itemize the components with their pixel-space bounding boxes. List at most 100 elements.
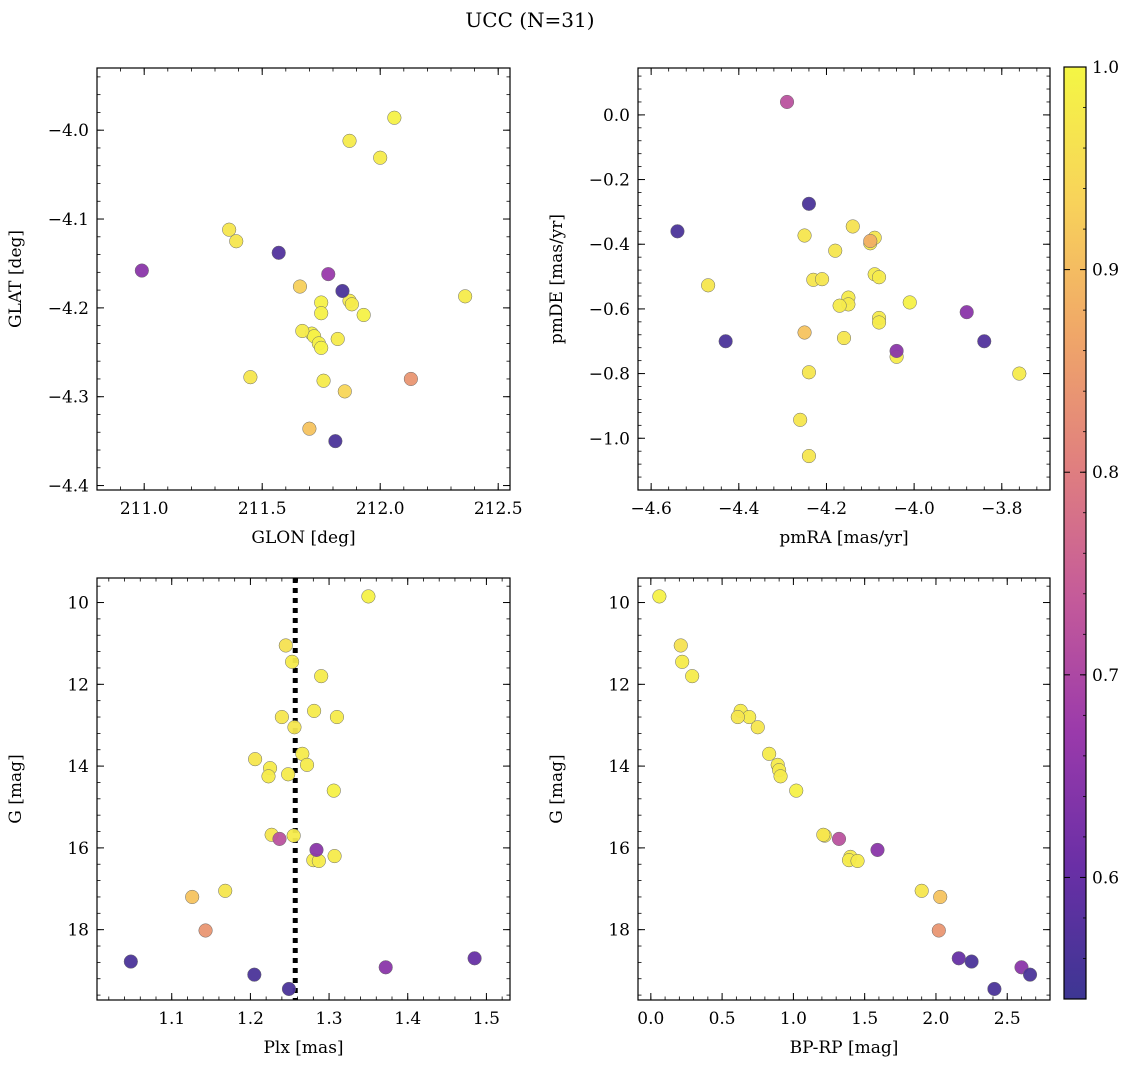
data-point	[832, 298, 847, 313]
colorbar-tick-label: 1.0	[1092, 58, 1119, 78]
data-point	[378, 960, 393, 975]
data-point	[816, 827, 831, 842]
data-point	[286, 828, 301, 843]
scatter-panel-3: 1.1 1.2 1.3 1.4 1.5 10 12 14 16 18 Plx [mas] G [mag…	[6, 577, 511, 1058]
colorbar-tick-label: 0.6	[1092, 868, 1119, 888]
data-point	[779, 94, 795, 110]
y-tick-label: −0.2	[589, 171, 630, 191]
data-point	[797, 228, 812, 243]
data-point	[828, 243, 843, 258]
data-point	[356, 307, 371, 323]
y-tick-label: −0.4	[589, 235, 630, 255]
data-point	[889, 343, 904, 359]
data-point	[762, 746, 777, 761]
data-point	[797, 325, 812, 340]
axes-frame	[637, 67, 1051, 491]
colorbar: 0.6 0.7 0.8 0.9 1.0	[1063, 58, 1119, 1000]
x-tick-label: −4.4	[718, 499, 759, 519]
y-tick-label: −0.8	[589, 365, 630, 385]
y-tick-label: −4.0	[48, 121, 89, 141]
x-tick-label: −4.6	[631, 499, 672, 519]
data-point	[801, 448, 816, 464]
data-point	[701, 278, 716, 293]
data-point	[229, 234, 244, 249]
data-point	[292, 279, 308, 294]
data-point	[933, 889, 948, 905]
axes-frame	[637, 577, 1051, 1001]
data-point	[987, 981, 1002, 997]
data-point	[750, 720, 765, 735]
data-point	[302, 421, 317, 436]
y-tick-label: 10	[67, 594, 89, 614]
data-point	[863, 233, 878, 249]
data-point	[652, 589, 667, 604]
x-tick-label: −4.2	[806, 499, 847, 519]
x-axis-label: BP-RP [mag]	[790, 1038, 899, 1058]
y-tick-label: −4.4	[48, 477, 89, 497]
colorbar-tick-label: 0.9	[1092, 261, 1119, 281]
data-point	[977, 334, 992, 349]
x-tick-label: 1.5	[473, 1009, 500, 1029]
data-point	[964, 954, 979, 969]
x-tick-label: 211.0	[120, 499, 169, 519]
data-point	[337, 384, 352, 399]
y-axis-label: pmDE [mas/yr]	[547, 214, 567, 344]
data-point	[281, 981, 296, 997]
y-tick-label: 14	[608, 757, 630, 777]
data-point	[673, 638, 688, 653]
data-point	[815, 272, 830, 287]
figure-title: UCC (N=31)	[465, 8, 594, 32]
data-point	[327, 849, 342, 864]
data-point	[218, 883, 233, 898]
data-point	[328, 434, 343, 449]
points-layer	[670, 94, 1027, 464]
data-point	[931, 923, 946, 938]
data-point	[272, 831, 287, 846]
data-point	[326, 783, 341, 798]
data-point	[675, 654, 690, 669]
data-point	[222, 222, 237, 237]
data-point	[789, 783, 804, 798]
data-point	[914, 883, 929, 898]
data-point	[403, 371, 418, 386]
data-point	[309, 842, 324, 857]
x-tick-label: 0.0	[637, 1009, 664, 1029]
data-point	[134, 263, 149, 278]
y-tick-label: 12	[67, 675, 89, 695]
data-point	[299, 757, 315, 772]
data-point	[467, 951, 482, 966]
data-point	[902, 295, 917, 310]
data-point	[287, 720, 302, 735]
data-point	[314, 340, 329, 355]
data-point	[321, 267, 336, 282]
y-tick-label: 18	[608, 921, 630, 941]
axes-frame	[96, 67, 511, 491]
data-point	[123, 954, 138, 969]
x-tick-label: 1.0	[780, 1009, 807, 1029]
y-tick-label: −4.1	[48, 210, 89, 230]
data-point	[342, 133, 357, 148]
data-point	[730, 709, 745, 725]
y-tick-label: 10	[608, 594, 630, 614]
data-point	[836, 330, 852, 346]
x-tick-label: 211.5	[238, 499, 287, 519]
data-point	[330, 331, 345, 347]
data-point	[314, 306, 329, 321]
data-point	[373, 150, 388, 165]
y-tick-label: 12	[608, 675, 630, 695]
data-point	[793, 412, 808, 427]
data-point	[872, 315, 887, 330]
points-layer	[652, 589, 1038, 997]
x-tick-label: −3.8	[981, 499, 1022, 519]
x-axis-label: pmRA [mas/yr]	[779, 528, 908, 548]
data-point	[959, 305, 974, 320]
colorbar-gradient	[1063, 66, 1087, 1000]
data-point	[773, 769, 788, 784]
panels: 211.0 211.5 212.0 212.5 −4.4 −4.3 −4.2 −4.1 −4.0…	[6, 67, 1051, 1058]
data-point	[316, 373, 331, 388]
data-point	[872, 270, 887, 285]
data-point	[295, 323, 310, 339]
x-tick-label: 1.1	[158, 1009, 185, 1029]
x-axis-label: Plx [mas]	[263, 1038, 343, 1058]
data-point	[307, 703, 322, 718]
